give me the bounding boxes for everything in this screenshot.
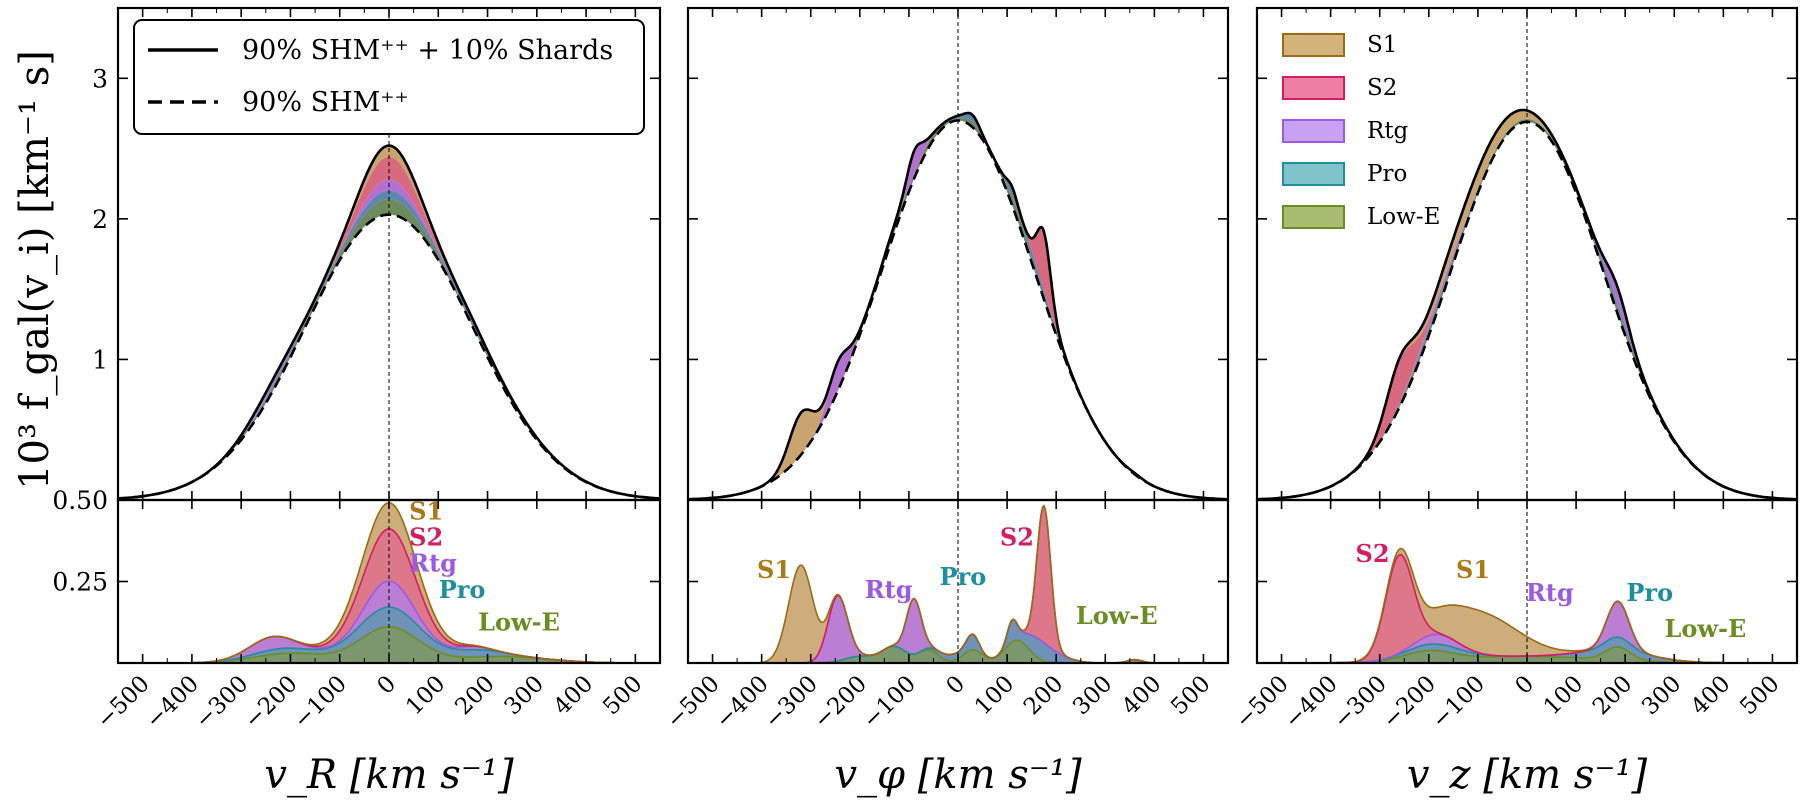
- legend-patch-label: Pro: [1367, 161, 1407, 187]
- x-tick-label: −500: [92, 671, 155, 734]
- x-tick-label: −400: [1280, 671, 1343, 734]
- shard-label-pro: Pro: [1626, 578, 1673, 607]
- shard-label-s1: S1: [757, 555, 791, 584]
- top-band-rtg: [118, 179, 660, 499]
- legend-patch: [1282, 162, 1345, 186]
- y-axis-label: 10³ f_gal(v_i) [km⁻¹ s]: [12, 50, 58, 490]
- legend-line-label: 90% SHM⁺⁺ + 10% Shards: [242, 35, 613, 66]
- x-tick-label: 300: [1068, 671, 1117, 720]
- x-tick-label: −200: [809, 671, 872, 734]
- x-tick-label: −400: [141, 671, 204, 734]
- legend-patch-label: S1: [1367, 32, 1397, 58]
- y-tick-label: 2: [92, 205, 108, 234]
- shard-label-low-e: Low-E: [1076, 601, 1158, 630]
- x-tick-label: 0: [942, 671, 971, 700]
- shard-edge-s1: [688, 504, 1228, 664]
- x-tick-label: 500: [1166, 671, 1215, 720]
- x-tick-label: −100: [858, 671, 921, 734]
- x-tick-label: 0: [373, 671, 402, 700]
- y-tick-label: 0.25: [52, 568, 108, 597]
- x-tick-label: 200: [1019, 671, 1068, 720]
- shard-label-pro: Pro: [439, 575, 486, 604]
- legend-patch: [1282, 205, 1345, 229]
- y-tick-label: 3: [92, 64, 108, 93]
- x-tick-label: 500: [1735, 671, 1784, 720]
- shard-band-s1: [688, 505, 1228, 663]
- shard-label-s2: S2: [1000, 523, 1034, 552]
- legend-patch: [1282, 119, 1345, 143]
- labels: −500−400−300−200−100 0 100 200 300 400 5001230…: [12, 19, 1785, 798]
- y-tick-label: 1: [92, 345, 108, 374]
- shard-label-low-e: Low-E: [478, 607, 560, 636]
- shard-band-s2: [1257, 554, 1797, 663]
- x-tick-label: 100: [970, 671, 1019, 720]
- x-tick-label: −100: [1427, 671, 1490, 734]
- x-tick-label: 200: [450, 671, 499, 720]
- shard-label-s1: S1: [409, 497, 443, 526]
- shard-label-rtg: Rtg: [1526, 578, 1574, 607]
- x-tick-label: 100: [401, 671, 450, 720]
- top-band-s2: [1257, 118, 1797, 500]
- shard-label-rtg: Rtg: [409, 549, 457, 578]
- x-tick-label: 400: [549, 671, 598, 720]
- legend-patch-label: Rtg: [1367, 118, 1409, 144]
- x-axis-label: v_z [km s⁻¹]: [1407, 752, 1648, 798]
- shard-label-s2: S2: [409, 523, 443, 552]
- legend-box: [133, 19, 645, 135]
- y-tick-label: 0.50: [52, 486, 108, 515]
- legend-lines: 90% SHM⁺⁺ + 10% Shards 90% SHM⁺⁺: [133, 19, 645, 135]
- x-tick-label: −200: [240, 671, 303, 734]
- x-tick-label: −500: [1231, 671, 1294, 734]
- shard-band-rtg: [688, 595, 1228, 663]
- shard-label-pro: Pro: [940, 562, 987, 591]
- x-tick-label: −300: [190, 671, 253, 734]
- axes-frames: [116, 6, 1799, 665]
- x-tick-label: −200: [1378, 671, 1441, 734]
- x-tick-label: −300: [760, 671, 823, 734]
- x-tick-label: 400: [1686, 671, 1735, 720]
- legend-line-label: 90% SHM⁺⁺: [242, 87, 409, 118]
- top-band-lowe: [118, 199, 660, 499]
- x-tick-label: 200: [1588, 671, 1637, 720]
- legend-patches: S1 S2 Rtg Pro Low-E: [1282, 32, 1440, 230]
- legend-patch: [1282, 76, 1345, 100]
- x-tick-label: 300: [500, 671, 549, 720]
- shm-dashed-line: [117, 213, 661, 500]
- shard-label-low-e: Low-E: [1664, 614, 1746, 643]
- x-tick-label: 500: [598, 671, 647, 720]
- legend-patch: [1282, 33, 1345, 57]
- x-tick-label: −400: [711, 671, 774, 734]
- x-tick-label: −100: [289, 671, 352, 734]
- x-axis-label: v_φ [km s⁻¹]: [834, 752, 1081, 798]
- legend-patch-label: Low-E: [1367, 204, 1440, 230]
- total-solid-line: [1257, 108, 1797, 501]
- shard-label-s1: S1: [1456, 555, 1490, 584]
- x-tick-label: 100: [1539, 671, 1588, 720]
- total-solid-line: [117, 144, 661, 500]
- x-axis-label: v_R [km s⁻¹]: [264, 752, 514, 798]
- x-tick-label: −500: [662, 671, 725, 734]
- x-tick-label: −300: [1329, 671, 1392, 734]
- x-tick-label: 300: [1637, 671, 1686, 720]
- shard-label-rtg: Rtg: [865, 575, 913, 604]
- shard-band-lowe: [118, 626, 660, 663]
- shard-label-s2: S2: [1356, 539, 1390, 568]
- x-tick-label: 400: [1117, 671, 1166, 720]
- legend-patch-label: S2: [1367, 75, 1397, 101]
- x-tick-label: 0: [1511, 671, 1540, 700]
